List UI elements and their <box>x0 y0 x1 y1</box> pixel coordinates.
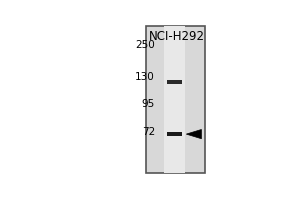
Bar <box>146 26 205 173</box>
Text: 95: 95 <box>142 99 155 109</box>
Text: 72: 72 <box>142 127 155 137</box>
Bar <box>167 80 182 84</box>
Bar <box>164 26 185 173</box>
Polygon shape <box>186 129 201 139</box>
Bar <box>167 132 182 136</box>
Text: 130: 130 <box>135 72 155 82</box>
Text: 250: 250 <box>135 40 155 50</box>
Text: NCI-H292: NCI-H292 <box>149 30 205 43</box>
